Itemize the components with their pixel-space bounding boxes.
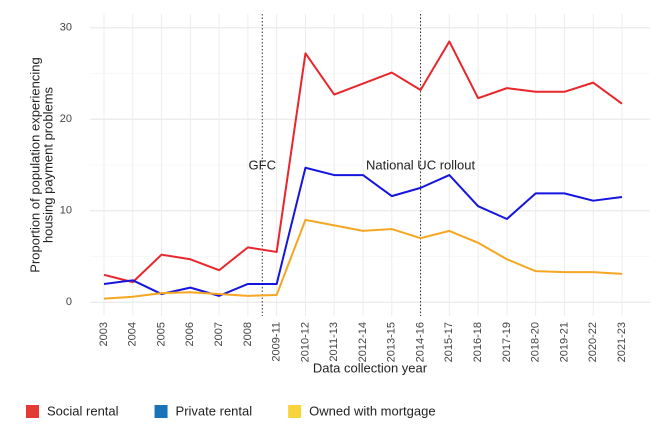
legend-swatch [154, 405, 168, 418]
x-tick-label: 2013-15 [386, 322, 398, 362]
y-axis-title-line: housing payment problems [40, 86, 55, 243]
legend-swatch [26, 405, 39, 418]
x-tick-label: 2003 [98, 322, 110, 346]
x-tick-label: 2021-23 [616, 322, 628, 362]
x-tick-label: 2014-16 [414, 322, 426, 362]
series-line [103, 166, 623, 297]
x-tick-label: 2006 [184, 322, 196, 346]
x-tick-label: 2012-14 [357, 322, 369, 362]
x-axis-title: Data collection year [313, 360, 428, 375]
y-axis-title: Proportion of population experiencing ho… [27, 57, 55, 272]
y-tick-label: 20 [60, 113, 72, 125]
grid [90, 14, 650, 316]
x-tick-label: 2011-13 [328, 322, 340, 362]
y-axis-title-line: Proportion of population experiencing [27, 57, 42, 272]
x-tick-label: 2016-18 [472, 322, 484, 362]
x-tick-label: 2019-21 [558, 322, 570, 362]
y-tick-label: 0 [66, 296, 72, 308]
legend-label: Private rental [176, 403, 253, 418]
x-tick-label: 2018-20 [530, 322, 542, 362]
x-tick-label: 2008 [242, 322, 254, 346]
y-tick-label: 10 [60, 205, 72, 217]
x-tick-label: 2009-11 [271, 322, 283, 362]
legend-label: Social rental [47, 403, 119, 418]
x-tick-label: 2010-12 [299, 322, 311, 362]
legend-label: Owned with mortgage [309, 403, 435, 418]
x-tick-label: 2007 [213, 322, 225, 346]
x-tick-label: 2004 [127, 322, 139, 346]
legend-swatch [288, 405, 302, 418]
series-line [103, 218, 623, 300]
x-tick-label: 2020-22 [587, 322, 599, 362]
series-line [103, 40, 623, 284]
x-tick-label: 2005 [155, 322, 167, 346]
annotation-label: National UC rollout [366, 157, 475, 172]
x-tick-label: 2015-17 [443, 322, 455, 362]
y-tick-label: 30 [60, 22, 72, 34]
x-tick-label: 2017-19 [501, 322, 513, 362]
annotation-label: GFC [249, 157, 276, 172]
